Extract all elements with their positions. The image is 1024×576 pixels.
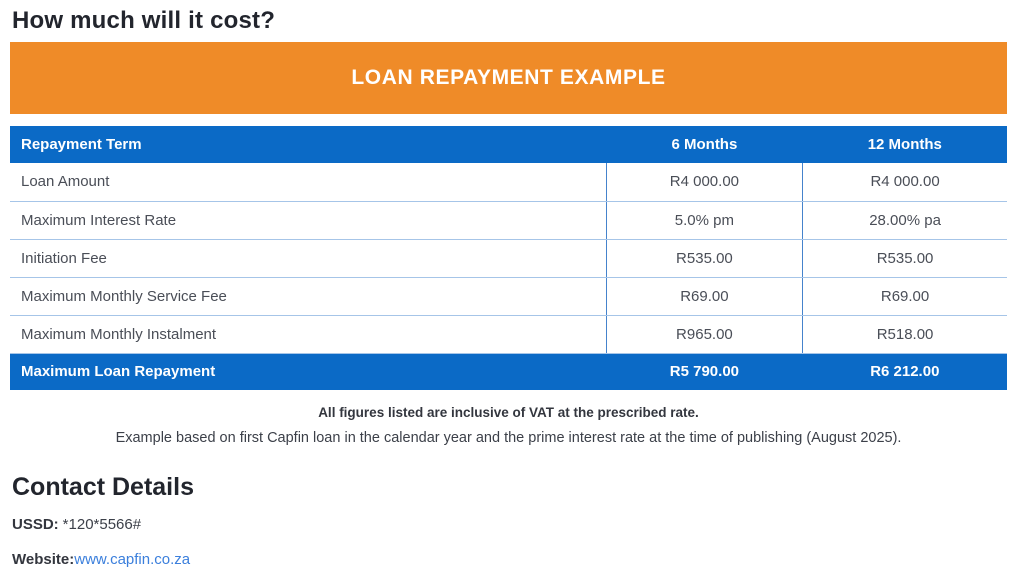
footer-label: Maximum Loan Repayment bbox=[10, 353, 607, 390]
cell-6-months: R4 000.00 bbox=[605, 163, 803, 202]
cell-6-months: R965.00 bbox=[605, 315, 803, 354]
cell-12-months: 28.00% pa bbox=[802, 201, 1007, 240]
cell-12-months: R518.00 bbox=[802, 315, 1007, 354]
column-header-12-months: 12 Months bbox=[802, 126, 1007, 163]
cell-12-months: R535.00 bbox=[802, 239, 1007, 278]
table-row: Maximum Monthly Service Fee R69.00 R69.0… bbox=[10, 277, 1007, 316]
table-row: Maximum Interest Rate 5.0% pm 28.00% pa bbox=[10, 201, 1007, 240]
column-header-repayment-term: Repayment Term bbox=[10, 126, 607, 163]
row-label: Loan Amount bbox=[10, 163, 607, 202]
cell-12-months: R4 000.00 bbox=[802, 163, 1007, 202]
footer-12-months: R6 212.00 bbox=[802, 353, 1007, 390]
table-row: Initiation Fee R535.00 R535.00 bbox=[10, 239, 1007, 278]
column-header-6-months: 6 Months bbox=[606, 126, 803, 163]
page-title: How much will it cost? bbox=[12, 7, 276, 34]
loan-repayment-table: Repayment Term 6 Months 12 Months Loan A… bbox=[10, 126, 1007, 390]
loan-repayment-banner: LOAN REPAYMENT EXAMPLE bbox=[10, 42, 1007, 114]
website-label: Website: bbox=[12, 551, 75, 568]
ussd-label: USSD: bbox=[12, 516, 59, 533]
row-label: Initiation Fee bbox=[10, 239, 607, 278]
footer-6-months: R5 790.00 bbox=[606, 353, 803, 390]
contact-details-heading: Contact Details bbox=[12, 473, 194, 501]
row-label: Maximum Monthly Service Fee bbox=[10, 277, 607, 316]
table-footer-row: Maximum Loan Repayment R5 790.00 R6 212.… bbox=[10, 353, 1007, 390]
website-line: Website:www.capfin.co.za bbox=[12, 551, 1007, 568]
cell-12-months: R69.00 bbox=[802, 277, 1007, 316]
row-label: Maximum Interest Rate bbox=[10, 201, 607, 240]
cell-6-months: R69.00 bbox=[605, 277, 803, 316]
vat-note: All figures listed are inclusive of VAT … bbox=[318, 405, 699, 420]
cell-6-months: R535.00 bbox=[605, 239, 803, 278]
website-link[interactable]: www.capfin.co.za bbox=[74, 551, 191, 568]
table-header-row: Repayment Term 6 Months 12 Months bbox=[10, 126, 1007, 163]
table-row: Loan Amount R4 000.00 R4 000.00 bbox=[10, 163, 1007, 202]
banner-title: LOAN REPAYMENT EXAMPLE bbox=[351, 66, 666, 89]
table-row: Maximum Monthly Instalment R965.00 R518.… bbox=[10, 315, 1007, 354]
row-label: Maximum Monthly Instalment bbox=[10, 315, 607, 354]
cell-6-months: 5.0% pm bbox=[605, 201, 803, 240]
ussd-line: USSD: *120*5566# bbox=[12, 516, 1007, 533]
ussd-number: *120*5566# bbox=[62, 516, 142, 533]
example-note: Example based on first Capfin loan in th… bbox=[115, 430, 902, 446]
